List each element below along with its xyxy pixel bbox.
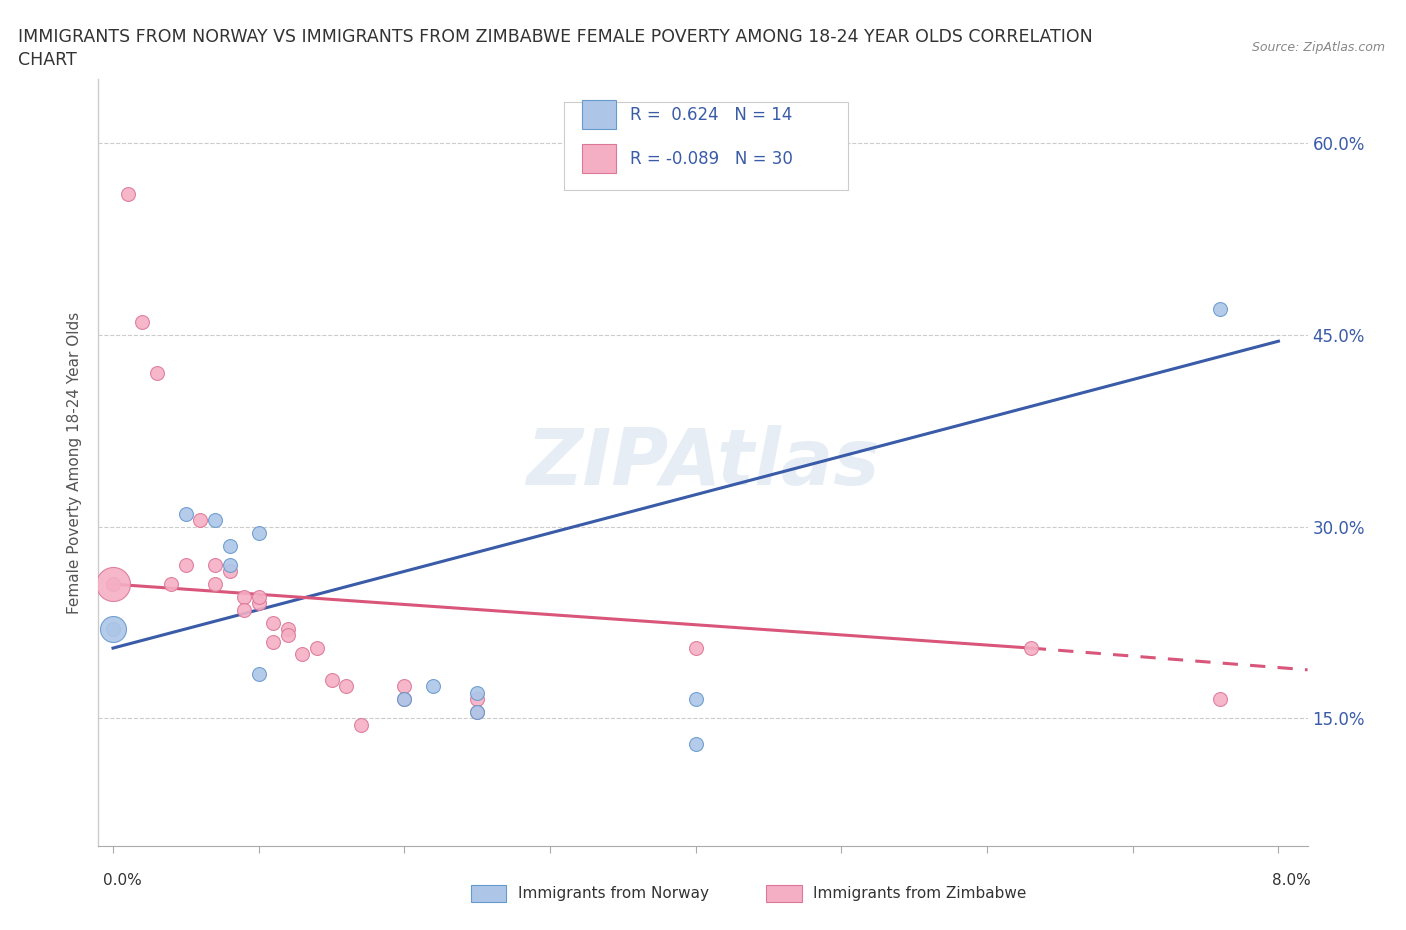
Point <box>101 577 124 591</box>
FancyBboxPatch shape <box>564 102 848 191</box>
Point <box>321 672 343 687</box>
Point <box>277 621 299 636</box>
Text: R =  0.624   N = 14: R = 0.624 N = 14 <box>630 106 793 124</box>
Point <box>145 365 167 380</box>
Point <box>262 634 284 649</box>
Point <box>394 679 416 694</box>
Point <box>1209 692 1232 707</box>
Point <box>394 692 416 707</box>
Point <box>117 187 139 202</box>
Point <box>685 692 707 707</box>
Point <box>204 577 226 591</box>
Point <box>101 621 124 636</box>
Point <box>394 692 416 707</box>
Point <box>174 557 197 572</box>
Text: IMMIGRANTS FROM NORWAY VS IMMIGRANTS FROM ZIMBABWE FEMALE POVERTY AMONG 18-24 YE: IMMIGRANTS FROM NORWAY VS IMMIGRANTS FRO… <box>18 28 1092 46</box>
Text: ZIPAtlas: ZIPAtlas <box>526 425 880 500</box>
Point <box>422 679 444 694</box>
Point <box>305 641 328 656</box>
Point <box>218 538 240 553</box>
Point <box>247 590 270 604</box>
Y-axis label: Female Poverty Among 18-24 Year Olds: Female Poverty Among 18-24 Year Olds <box>67 312 83 614</box>
Point <box>101 621 124 636</box>
Point <box>1209 301 1232 316</box>
Point <box>233 590 256 604</box>
Point <box>685 737 707 751</box>
Point <box>174 506 197 521</box>
Point <box>190 512 212 527</box>
Point <box>160 577 183 591</box>
Text: 8.0%: 8.0% <box>1271 873 1310 888</box>
Point <box>131 314 153 329</box>
Point <box>247 666 270 681</box>
Text: Immigrants from Norway: Immigrants from Norway <box>517 886 709 901</box>
Point <box>685 641 707 656</box>
Point <box>218 564 240 578</box>
Text: CHART: CHART <box>18 51 77 69</box>
Point <box>204 557 226 572</box>
Point <box>350 717 373 732</box>
Point <box>277 628 299 643</box>
Point <box>465 705 488 720</box>
Bar <box>582 100 616 129</box>
Point <box>247 525 270 540</box>
Point <box>247 596 270 611</box>
Point <box>335 679 357 694</box>
Text: Source: ZipAtlas.com: Source: ZipAtlas.com <box>1251 41 1385 54</box>
Point <box>291 647 314 662</box>
Point <box>218 557 240 572</box>
Point <box>465 705 488 720</box>
Point <box>204 512 226 527</box>
Point <box>465 692 488 707</box>
Bar <box>582 144 616 173</box>
Point <box>101 577 124 591</box>
Point <box>233 603 256 618</box>
Point <box>1019 641 1042 656</box>
Text: R = -0.089   N = 30: R = -0.089 N = 30 <box>630 150 793 167</box>
Text: Immigrants from Zimbabwe: Immigrants from Zimbabwe <box>813 886 1026 901</box>
Text: 0.0%: 0.0% <box>103 873 142 888</box>
Point <box>262 615 284 630</box>
Point <box>465 685 488 700</box>
